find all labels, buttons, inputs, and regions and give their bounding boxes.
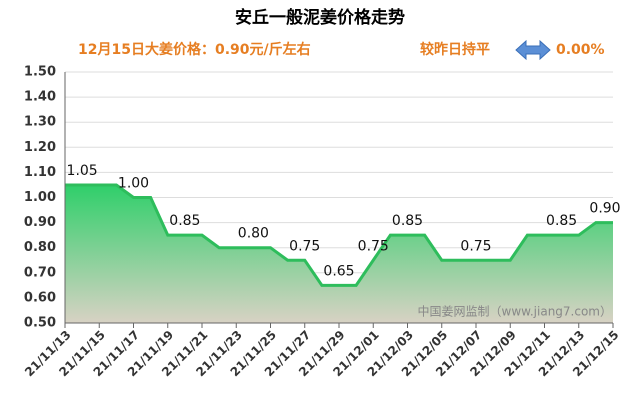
value-label: 0.80 (238, 226, 269, 242)
chart-title: 安丘一般泥姜价格走势 (235, 7, 405, 28)
y-tick-label: 0.90 (24, 215, 56, 230)
change-value: 0.00% (556, 42, 605, 58)
value-label: 0.85 (546, 213, 577, 229)
area (65, 184, 613, 323)
value-label: 0.65 (323, 263, 354, 279)
y-tick-label: 1.20 (24, 140, 56, 155)
y-tick-label: 1.00 (24, 190, 56, 205)
value-label: 0.75 (289, 238, 320, 254)
flat-arrow-icon (515, 39, 551, 61)
value-label: 0.85 (392, 213, 423, 229)
y-tick-label: 0.80 (24, 240, 56, 255)
value-label: 0.75 (358, 238, 389, 254)
value-label: 1.05 (67, 163, 98, 179)
y-tick-label: 1.40 (24, 90, 56, 105)
y-tick-label: 1.50 (24, 65, 56, 80)
y-tick-label: 0.70 (24, 265, 56, 280)
y-tick-label: 1.30 (24, 115, 56, 130)
y-tick-label: 1.10 (24, 165, 56, 180)
value-label: 0.90 (589, 201, 620, 217)
watermark: 中国姜网监制（www.jiang7.com） (418, 304, 612, 319)
value-label: 0.85 (169, 213, 200, 229)
y-tick-label: 0.50 (24, 316, 56, 331)
y-tick-label: 0.60 (24, 290, 56, 305)
change-text: 较昨日持平 (420, 41, 490, 58)
value-label: 1.00 (118, 176, 149, 192)
line (65, 183, 613, 287)
price-note: 12月15日大姜价格：0.90元/斤左右 (78, 41, 311, 58)
value-label: 0.75 (460, 238, 491, 254)
